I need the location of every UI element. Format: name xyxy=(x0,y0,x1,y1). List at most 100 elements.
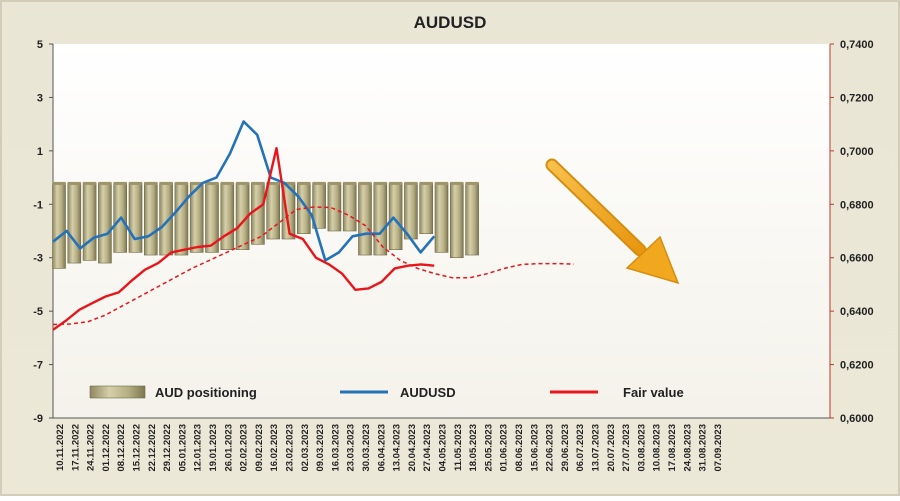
x-tick-label: 07.09.2023 xyxy=(713,424,724,472)
positioning-bar xyxy=(358,182,372,256)
x-tick-label: 13.04.2023 xyxy=(392,424,403,472)
positioning-bar-cap xyxy=(144,181,158,185)
right-tick-label: 0,6600 xyxy=(840,253,874,265)
x-tick-label: 10.11.2022 xyxy=(55,424,66,471)
x-tick-label: 23.02.2023 xyxy=(285,424,296,472)
positioning-bar-cap xyxy=(67,181,81,185)
positioning-bar-cap xyxy=(266,181,280,185)
x-tick-label: 10.08.2023 xyxy=(652,424,663,472)
audusd-line xyxy=(52,120,436,262)
x-tick-label: 30.03.2023 xyxy=(361,424,372,472)
positioning-bar xyxy=(419,182,434,234)
left-tick-label: -1 xyxy=(33,199,43,211)
right-tick-label: 0,7400 xyxy=(840,39,874,51)
positioning-bar xyxy=(327,182,342,232)
positioning-bar-cap xyxy=(373,181,387,185)
x-tick-label: 11.05.2023 xyxy=(453,424,464,471)
positioning-bar xyxy=(251,182,265,245)
x-tick-label: 08.06.2023 xyxy=(514,424,525,472)
forecast-arrow xyxy=(545,158,680,285)
x-tick-label: 29.06.2023 xyxy=(560,424,571,472)
x-tick-label: 02.02.2023 xyxy=(239,424,250,472)
forecast-arrow-head xyxy=(625,235,680,285)
right-tick-label: 0,6400 xyxy=(840,306,874,318)
left-tick-label: 3 xyxy=(37,92,43,104)
positioning-bar-cap xyxy=(435,181,448,185)
positioning-bar xyxy=(342,182,357,232)
positioning-bar-cap xyxy=(450,181,464,185)
positioning-bar-cap xyxy=(404,181,418,185)
left-tick-label: 5 xyxy=(37,39,43,51)
positioning-bar-cap xyxy=(343,181,357,185)
x-tick-label: 01.12.2022 xyxy=(101,424,112,472)
positioning-bar-cap xyxy=(205,181,219,185)
x-tick-label: 24.08.2023 xyxy=(682,424,693,472)
x-tick-label: 15.06.2023 xyxy=(529,424,540,472)
x-tick-label: 22.12.2022 xyxy=(147,424,158,472)
forecast-arrow-shaft-fill xyxy=(547,160,645,255)
left-tick-label: -9 xyxy=(33,413,43,425)
positioning-bar xyxy=(373,182,388,256)
x-tick-label: 06.07.2023 xyxy=(575,424,586,472)
positioning-bar xyxy=(52,182,66,269)
x-tick-label: 29.12.2022 xyxy=(162,424,173,472)
positioning-bar xyxy=(220,182,235,251)
positioning-bar-cap xyxy=(389,181,403,185)
right-tick-label: 0,6200 xyxy=(840,360,874,372)
positioning-bar-cap xyxy=(251,181,265,185)
x-tick-label: 27.07.2023 xyxy=(621,424,632,472)
x-tick-label: 26.01.2023 xyxy=(223,424,234,472)
x-tick-label: 09.03.2023 xyxy=(315,424,326,472)
positioning-bar xyxy=(82,182,97,261)
x-tick-label: 16.03.2023 xyxy=(330,424,341,472)
x-tick-label: 12.01.2023 xyxy=(193,424,204,472)
positioning-bar-cap xyxy=(159,181,173,185)
positioning-bar-cap xyxy=(83,181,97,185)
left-tick-label: -5 xyxy=(33,306,43,318)
positioning-bar xyxy=(98,182,112,264)
positioning-bar xyxy=(404,182,418,240)
x-tick-label: 19.01.2023 xyxy=(208,424,219,472)
right-tick-label: 0,7000 xyxy=(840,146,874,158)
positioning-bar-cap xyxy=(282,181,295,185)
x-tick-label: 13.07.2023 xyxy=(591,424,602,472)
positioning-bar-cap xyxy=(236,181,250,185)
x-tick-label: 06.04.2023 xyxy=(376,424,387,472)
x-tick-label: 17.08.2023 xyxy=(667,424,678,472)
x-tick-label: 17.11.2022 xyxy=(70,424,81,471)
left-tick-label: -3 xyxy=(33,253,43,265)
x-tick-label: 31.08.2023 xyxy=(698,424,709,472)
x-tick-label: 04.05.2023 xyxy=(438,424,449,472)
legend-swatch-positioning xyxy=(89,385,146,399)
x-tick-label: 23.03.2023 xyxy=(346,424,357,472)
x-tick-label: 18.05.2023 xyxy=(468,424,479,472)
positioning-bar-cap xyxy=(113,181,127,185)
positioning-bar-cap xyxy=(312,181,326,185)
x-tick-label: 05.01.2023 xyxy=(177,424,188,472)
positioning-bar-cap xyxy=(419,181,433,185)
positioning-bar-cap xyxy=(98,181,112,185)
positioning-bar-cap xyxy=(174,181,188,185)
x-tick-label: 20.07.2023 xyxy=(606,424,617,472)
positioning-bar xyxy=(128,182,143,253)
x-tick-label: 03.08.2023 xyxy=(636,424,647,472)
positioning-bar xyxy=(67,182,82,264)
positioning-bar xyxy=(388,182,403,251)
fair-value-line xyxy=(52,147,435,331)
left-tick-label: 1 xyxy=(37,146,43,158)
legend-label-positioning: AUD positioning xyxy=(155,385,257,400)
x-tick-label: 08.12.2022 xyxy=(116,424,127,472)
positioning-bar-cap xyxy=(52,181,66,185)
right-tick-label: 0,6800 xyxy=(840,199,874,211)
positioning-bar-cap xyxy=(297,181,311,185)
x-tick-label: 22.06.2023 xyxy=(545,424,556,472)
positioning-bar-cap xyxy=(327,181,341,185)
x-tick-label: 01.06.2023 xyxy=(499,424,510,472)
positioning-bar-cap xyxy=(465,181,479,185)
x-tick-label: 25.05.2023 xyxy=(483,424,494,472)
right-tick-label: 0,7200 xyxy=(840,92,874,104)
x-tick-label: 16.02.2023 xyxy=(269,424,280,472)
left-tick-label: -7 xyxy=(33,360,43,372)
x-tick-label: 09.02.2023 xyxy=(254,424,265,472)
